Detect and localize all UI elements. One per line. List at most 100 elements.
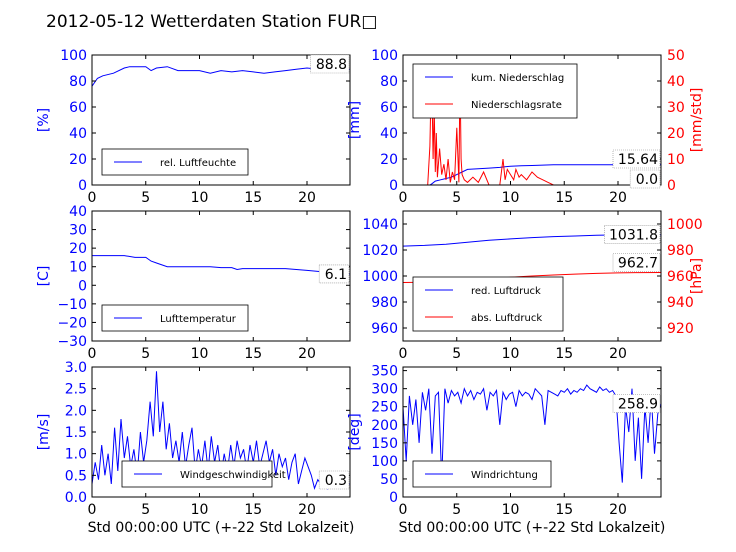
y-axis-label: [deg] xyxy=(347,413,363,450)
y-axis-label: [C] xyxy=(36,266,52,287)
x-tick-label: 20 xyxy=(609,190,627,206)
x-tick-label: 10 xyxy=(502,346,520,362)
y2-tick-label: 980 xyxy=(667,243,694,259)
current-value2-p2: 0.0 xyxy=(636,172,658,188)
axes-frame-p3 xyxy=(91,210,351,342)
y-tick-label: 1.5 xyxy=(65,425,87,441)
current-value-p4: 1031.8 xyxy=(609,228,658,244)
y-tick-label: −10 xyxy=(57,297,87,313)
x-tick-label: 10 xyxy=(502,502,520,518)
x-tick-label: 15 xyxy=(244,190,262,206)
y-tick-label: 40 xyxy=(380,126,398,142)
legend-entry: kum. Niederschlag xyxy=(471,73,564,84)
y-tick-label: 350 xyxy=(371,364,398,380)
axes-frame-p2 xyxy=(402,54,662,186)
y-tick-label: 300 xyxy=(371,382,398,398)
y-tick-label: 960 xyxy=(371,321,398,337)
y-tick-label: 60 xyxy=(380,100,398,116)
legend-entry: Niederschlagsrate xyxy=(471,100,562,111)
y-tick-label: 100 xyxy=(371,48,398,64)
x-tick-label: 0 xyxy=(88,346,97,362)
current-value-p6-box xyxy=(612,394,661,413)
current-value-p4-box xyxy=(604,225,661,244)
y-tick-label: 40 xyxy=(69,204,87,220)
legend-p2 xyxy=(412,63,578,119)
current-value-p6: 258.9 xyxy=(618,397,658,413)
y-tick-label: 10 xyxy=(69,260,87,276)
y-tick-label: 50 xyxy=(380,472,398,488)
y2-axis-label: [hPa] xyxy=(689,258,705,294)
y2-axis-label: [mm/std] xyxy=(689,88,705,153)
current-value-p1-box xyxy=(310,54,350,74)
legend-entry: Lufttemperatur xyxy=(160,314,237,325)
legend-entry: red. Luftdruck xyxy=(471,286,541,297)
x-tick-label: 15 xyxy=(555,346,573,362)
x-tick-label: 20 xyxy=(609,502,627,518)
y-tick-label: 1040 xyxy=(362,217,398,233)
series-line-p6-0 xyxy=(403,384,661,483)
current-value-p3-box xyxy=(318,264,350,284)
y-tick-label: 0 xyxy=(389,178,398,194)
y-tick-label: 1020 xyxy=(362,243,398,259)
y-tick-label: 3.0 xyxy=(65,360,87,376)
current-value-p3: 6.1 xyxy=(325,267,347,283)
y-tick-label: 60 xyxy=(69,100,87,116)
y-tick-label: −20 xyxy=(57,315,87,331)
subplot-p3: 0 5 10 15 20 −30 −20 −10 0 10 20 30 40 [C] 6.1 Lufttemp… xyxy=(36,204,351,362)
y-tick-label: 200 xyxy=(371,418,398,434)
y2-tick-label: 40 xyxy=(667,74,685,90)
x-tick-label: 15 xyxy=(555,190,573,206)
series-line-p1-0 xyxy=(92,66,350,87)
x-tick-label: 5 xyxy=(452,190,461,206)
x-tick-label: 5 xyxy=(141,346,150,362)
y-tick-label: 150 xyxy=(371,436,398,452)
y2-tick-label: 920 xyxy=(667,321,694,337)
y-tick-label: 0 xyxy=(78,178,87,194)
current-value2-p4-box xyxy=(612,253,661,272)
y-tick-label: 980 xyxy=(371,295,398,311)
y-tick-label: 100 xyxy=(60,48,87,64)
current-value2-p2-box xyxy=(629,169,661,189)
y2-tick-label: 960 xyxy=(667,269,694,285)
y-tick-label: 1000 xyxy=(362,269,398,285)
x-tick-label: 5 xyxy=(141,502,150,518)
y2-tick-label: 940 xyxy=(667,295,694,311)
x-tick-label: 20 xyxy=(298,346,316,362)
y-tick-label: 2.5 xyxy=(65,382,87,398)
legend-entry: Windrichtung xyxy=(471,470,538,481)
y-tick-label: 250 xyxy=(371,400,398,416)
x-tick-label: 10 xyxy=(191,190,209,206)
x-tick-label: 0 xyxy=(88,502,97,518)
x-tick-label: 15 xyxy=(555,502,573,518)
y2-tick-label: 1000 xyxy=(667,217,703,233)
x-tick-label: 15 xyxy=(244,502,262,518)
x-axis-label: Std 00:00:00 UTC (+-22 Std Lokalzeit) xyxy=(399,520,666,536)
axes-frame-p6 xyxy=(402,366,662,498)
figure-title: 2012-05-12 Wetterdaten Station FUR□ xyxy=(46,12,377,32)
current-value-p5-box xyxy=(318,470,350,490)
x-axis-label: Std 00:00:00 UTC (+-22 Std Lokalzeit) xyxy=(88,520,355,536)
legend-entry: rel. Luftfeuchte xyxy=(160,158,236,169)
x-tick-label: 20 xyxy=(298,502,316,518)
subplot-p4: 0 5 10 15 20 960 980 1000 1020 1040 920 940 960 980 10… xyxy=(362,210,705,362)
x-tick-label: 10 xyxy=(191,502,209,518)
legend-entry: abs. Luftdruck xyxy=(471,313,542,324)
y-tick-label: −30 xyxy=(57,334,87,350)
x-tick-label: 10 xyxy=(502,190,520,206)
x-tick-label: 15 xyxy=(244,346,262,362)
y-tick-label: 80 xyxy=(380,74,398,90)
legend-entry: Windgeschwindigkeit xyxy=(180,470,286,481)
y-tick-label: 2.0 xyxy=(65,403,87,419)
series-line-p2-1 xyxy=(403,73,661,185)
subplot-p5: 0 5 10 15 20 0.0 0.5 1.0 1.5 2.0 2.5 3.0 [m/s] Std 00… xyxy=(36,360,354,536)
y-tick-label: 40 xyxy=(69,126,87,142)
y-tick-label: 100 xyxy=(371,454,398,470)
x-tick-label: 10 xyxy=(191,346,209,362)
x-tick-label: 20 xyxy=(298,190,316,206)
y-tick-label: 0.5 xyxy=(65,468,87,484)
y2-tick-label: 20 xyxy=(667,126,685,142)
y-tick-label: 20 xyxy=(380,152,398,168)
y2-tick-label: 30 xyxy=(667,100,685,116)
